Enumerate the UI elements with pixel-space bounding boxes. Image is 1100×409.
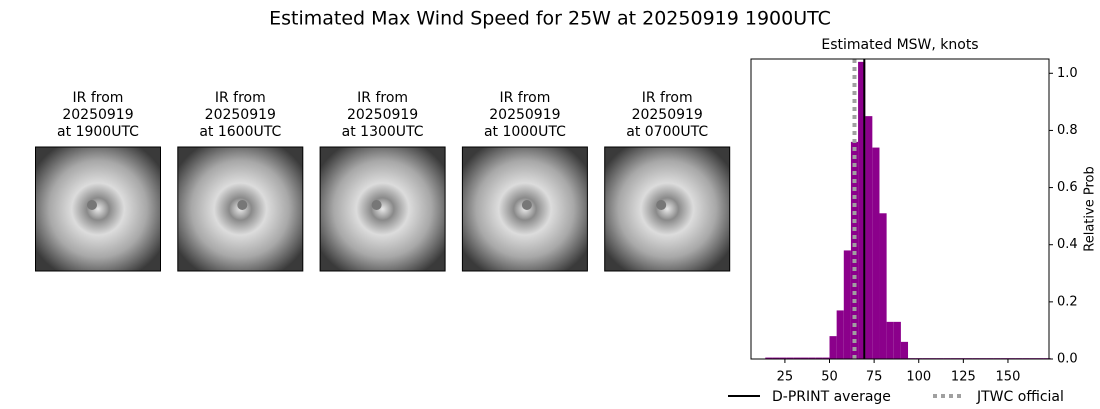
bar xyxy=(872,147,880,359)
y-axis-label: Relative Prob xyxy=(1083,166,1098,251)
legend-label: D-PRINT average xyxy=(772,389,891,405)
bar xyxy=(822,357,830,359)
ir-image xyxy=(319,146,446,272)
y-tick-label: 0.4 xyxy=(1057,237,1078,252)
y-tick-label: 0.8 xyxy=(1057,123,1078,138)
image-title: IR from xyxy=(357,90,408,106)
figure-title: Estimated Max Wind Speed for 25W at 2025… xyxy=(269,8,831,30)
bar xyxy=(829,336,837,359)
ir-eye xyxy=(87,200,97,210)
axes-frame xyxy=(750,58,1050,360)
image-title: at 1600UTC xyxy=(199,124,281,140)
image-title: at 0700UTC xyxy=(626,124,708,140)
image-title: IR from xyxy=(499,90,550,106)
x-tick-label: 150 xyxy=(996,370,1021,385)
ir-eye xyxy=(656,200,667,210)
bar xyxy=(886,321,894,359)
x-tick-label: 75 xyxy=(866,370,883,385)
y-tick-label: 0.2 xyxy=(1057,294,1078,309)
image-title: 20250919 xyxy=(489,107,560,123)
bar xyxy=(786,357,794,359)
bar xyxy=(900,341,909,359)
y-tick-label: 0.0 xyxy=(1057,352,1078,367)
ir-image xyxy=(604,146,731,272)
ir-eye xyxy=(371,200,382,210)
ir-eye xyxy=(237,200,248,210)
bar xyxy=(793,357,801,359)
bar xyxy=(858,61,866,359)
x-tick-label: 100 xyxy=(906,370,931,385)
image-title: IR from xyxy=(73,90,124,106)
y-tick-label: 0.6 xyxy=(1057,180,1078,195)
bar xyxy=(843,250,851,359)
image-title: 20250919 xyxy=(347,107,418,123)
bar xyxy=(808,357,816,359)
bar xyxy=(893,321,901,359)
bar xyxy=(850,141,859,359)
image-title: 20250919 xyxy=(62,107,133,123)
chart-title: Estimated MSW, knots xyxy=(821,37,978,53)
bar xyxy=(765,357,773,359)
bar xyxy=(779,357,787,359)
image-title: IR from xyxy=(642,90,693,106)
bar xyxy=(815,357,823,359)
x-tick-label: 25 xyxy=(777,370,794,385)
bar xyxy=(865,116,873,360)
x-tick-label: 125 xyxy=(951,370,976,385)
image-title: IR from xyxy=(215,90,266,106)
bar xyxy=(836,310,844,359)
bar xyxy=(879,213,887,359)
ir-eye xyxy=(521,200,532,210)
x-tick-label: 50 xyxy=(821,370,838,385)
y-tick-label: 1.0 xyxy=(1057,66,1078,81)
bar xyxy=(772,357,780,359)
bar xyxy=(800,357,809,359)
image-title: at 1300UTC xyxy=(342,124,424,140)
image-title: at 1900UTC xyxy=(57,124,139,140)
ir-image xyxy=(35,146,161,272)
image-title: at 1000UTC xyxy=(484,124,566,140)
legend-label: JTWC official xyxy=(976,389,1064,405)
image-title: 20250919 xyxy=(632,107,703,123)
image-title: 20250919 xyxy=(205,107,276,123)
